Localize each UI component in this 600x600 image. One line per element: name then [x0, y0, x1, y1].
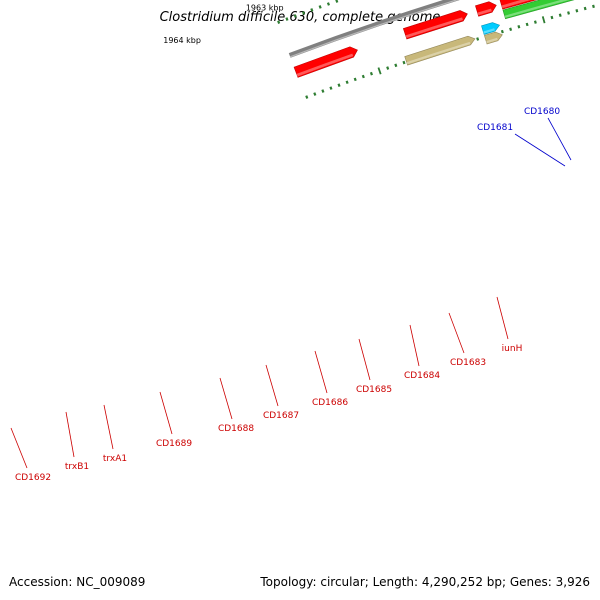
inner-major-tick — [377, 67, 382, 75]
gene-trxa1-khaki — [484, 31, 503, 45]
outer-minor-tick — [293, 14, 297, 18]
gene-label: CD1687 — [263, 411, 299, 421]
gene-label: CD1680 — [524, 107, 560, 117]
inner-minor-tick — [337, 83, 341, 87]
gene-cd1689-shade — [504, 0, 570, 18]
gene-label: CD1688 — [218, 424, 254, 434]
leader-line — [547, 117, 572, 161]
inner-minor-tick — [550, 15, 554, 20]
leader-line — [448, 312, 465, 354]
outer-minor-tick — [277, 20, 281, 24]
outer-minor-tick — [310, 8, 314, 12]
outer-minor-tick — [318, 5, 322, 9]
gene-cd1689 — [502, 0, 575, 20]
inner-major-tick — [541, 16, 546, 24]
gene-trxa1-khaki-shade — [486, 37, 498, 44]
label-leader-lines — [10, 117, 572, 469]
inner-minor-tick — [345, 80, 349, 85]
inner-minor-tick — [386, 66, 390, 70]
gene-label: CD1684 — [404, 371, 440, 381]
gene-label: CD1683 — [450, 358, 486, 368]
inner-minor-tick — [394, 63, 398, 68]
inner-minor-tick — [592, 4, 595, 9]
leader-line — [358, 338, 371, 381]
outer-minor-tick — [326, 2, 331, 6]
accession-text: Accession: NC_009089 — [9, 575, 146, 589]
gene-cd1689-red-shade — [501, 0, 531, 9]
kbp-tick-labels: 1956 kbp1957 kbp1958 kbp1959 kbp1960 kbp… — [163, 3, 284, 45]
inner-minor-tick — [558, 13, 562, 17]
outer-minor-tick — [285, 17, 289, 21]
inner-minor-tick — [583, 6, 587, 11]
leader-line — [409, 324, 420, 367]
gene-trxa1-red — [475, 1, 497, 17]
leader-line — [219, 377, 233, 420]
inner-minor-tick — [525, 22, 529, 27]
inner-minor-tick — [575, 9, 579, 13]
leader-line — [103, 404, 114, 450]
gene-features — [293, 0, 575, 78]
inner-minor-tick — [369, 71, 373, 76]
inner-minor-tick — [361, 74, 365, 79]
inner-minor-tick — [313, 92, 317, 96]
leader-line — [265, 364, 279, 407]
gene-cd1689-red — [499, 0, 537, 10]
gene-trxa1-cyan — [481, 22, 501, 35]
gene-cd1692-shade — [296, 53, 354, 77]
backbone-arc — [288, 0, 461, 58]
inner-minor-tick — [402, 60, 406, 65]
leader-line — [159, 391, 173, 435]
outer-minor-tick — [301, 11, 306, 15]
leader-line — [514, 133, 566, 167]
gene-trxb1-red — [402, 10, 468, 40]
backbone-highlight — [289, 0, 459, 58]
gene-label: CD1686 — [312, 398, 348, 408]
gene-labels: CD1681 CD1680 CD1692 trxB1 trxA1 CD1689 CD1688… — [15, 107, 560, 483]
gene-trxb1-shade — [406, 41, 471, 65]
inner-minor-tick — [533, 20, 537, 24]
gene-trxb1-red-shade — [405, 17, 463, 38]
gene-label: trxB1 — [65, 462, 89, 472]
gene-label: CD1681 — [477, 123, 513, 133]
inner-minor-tick — [517, 25, 521, 29]
genome-summary-text: Topology: circular; Length: 4,290,252 bp… — [260, 575, 590, 589]
kbp-label: 1963 kbp — [246, 3, 284, 12]
inner-minor-tick — [305, 95, 309, 99]
inner-minor-tick — [509, 27, 513, 31]
gene-trxb1 — [404, 35, 476, 66]
gene-trxa1-red-shade — [477, 8, 492, 16]
leader-line — [496, 296, 509, 340]
gene-label: iunH — [502, 344, 523, 354]
leader-line — [10, 427, 28, 469]
gene-cd1692 — [293, 46, 358, 78]
outer-tick-ring — [277, 0, 339, 24]
gene-label: CD1692 — [15, 473, 51, 483]
gene-trxa1-cyan-shade — [483, 28, 495, 34]
genome-backbone — [288, 0, 461, 58]
inner-minor-tick — [500, 29, 504, 34]
gene-label: trxA1 — [103, 454, 127, 464]
map-title: Clostridium difficile 630, complete geno… — [159, 10, 441, 25]
gene-label: CD1685 — [356, 385, 392, 395]
inner-minor-tick — [567, 11, 570, 15]
leader-line — [314, 350, 328, 394]
kbp-label: 1964 kbp — [163, 36, 201, 45]
inner-minor-tick — [321, 89, 325, 93]
inner-minor-tick — [329, 86, 333, 90]
leader-line — [65, 411, 75, 458]
inner-minor-tick — [353, 77, 357, 82]
gene-label: CD1689 — [156, 439, 192, 449]
inner-minor-tick — [476, 37, 480, 41]
outer-minor-tick — [335, 0, 339, 3]
